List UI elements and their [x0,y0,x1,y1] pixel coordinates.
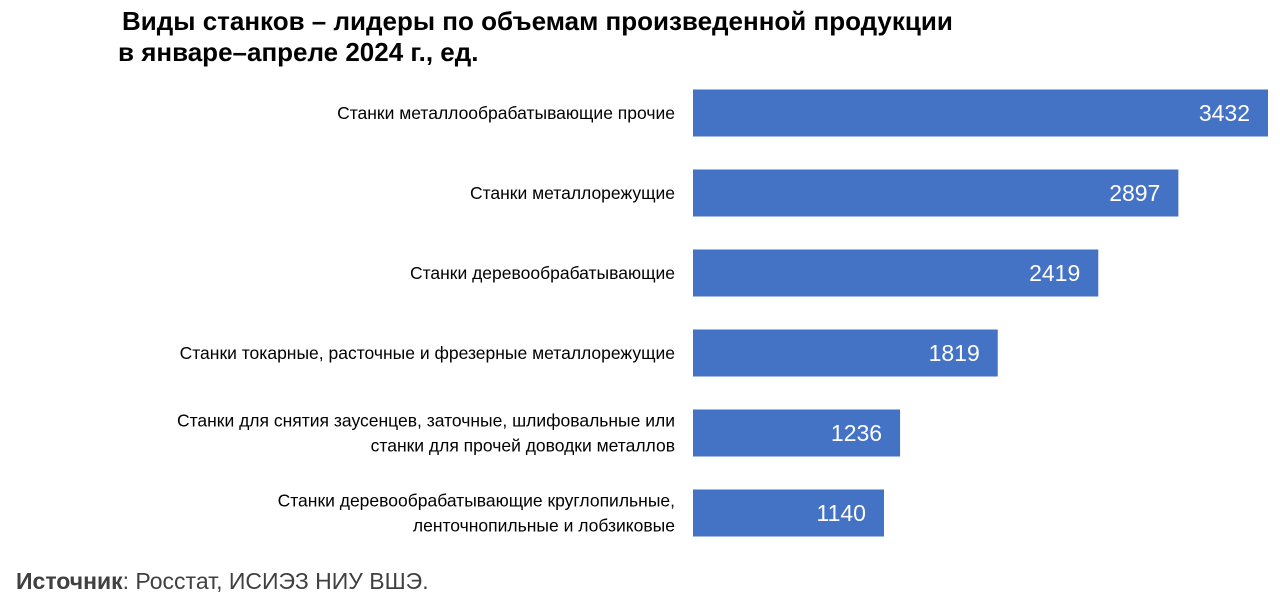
category-label-5-line-1: Станки для снятия заусенцев, заточные, ш… [177,411,675,431]
source-text: : Росстат, ИСИЭЗ НИУ ВШЭ. [122,568,429,594]
chart-title-line-1: Виды станков – лидеры по объемам произве… [122,6,953,36]
chart-title-line-2: в январе–апреле 2024 г., ед. [118,37,479,67]
value-label-1: 3432 [1199,100,1250,126]
value-labels-layer: 3432 2897 2419 1819 1236 1140 [817,100,1250,526]
category-label-4: Станки токарные, расточные и фрезерные м… [180,343,675,363]
category-label-5-line-2: станки для прочей доводки металлов [371,436,675,456]
category-label-6-line-1: Станки деревообрабатывающие круглопильны… [278,491,675,511]
source-note: Источник: Росстат, ИСИЭЗ НИУ ВШЭ. [16,568,429,595]
bar-5 [693,409,901,457]
value-label-2: 2897 [1109,180,1160,206]
category-label-1-line-1: Станки металлообрабатывающие прочие [337,103,675,123]
category-label-4-line-1: Станки токарные, расточные и фрезерные м… [180,343,675,363]
category-label-6: Станки деревообрабатывающие круглопильны… [278,491,675,536]
category-label-2-line-1: Станки металлорежущие [470,183,675,203]
bars-layer [693,89,1268,537]
value-label-6: 1140 [817,500,866,526]
chart-title: Виды станков – лидеры по объемам произве… [118,6,1158,68]
category-label-1: Станки металлообрабатывающие прочие [337,103,675,123]
source-label: Источник [16,568,123,594]
bar-chart: Станки металлообрабатывающие прочие Станк… [177,89,1268,537]
value-label-5: 1236 [831,420,882,446]
category-label-6-line-2: ленточнопильные и лобзиковые [413,516,675,536]
category-label-3: Станки деревообрабатывающие [410,263,675,283]
bar-3 [693,249,1099,297]
category-labels-layer: Станки металлообрабатывающие прочие Станк… [177,103,675,536]
category-label-3-line-1: Станки деревообрабатывающие [410,263,675,283]
bar-1 [693,89,1268,137]
bar-2 [693,169,1179,217]
value-label-3: 2419 [1029,260,1080,286]
category-label-5: Станки для снятия заусенцев, заточные, ш… [177,411,675,456]
value-label-4: 1819 [929,340,980,366]
bar-6 [693,489,884,537]
category-label-2: Станки металлорежущие [470,183,675,203]
bar-4 [693,329,998,377]
